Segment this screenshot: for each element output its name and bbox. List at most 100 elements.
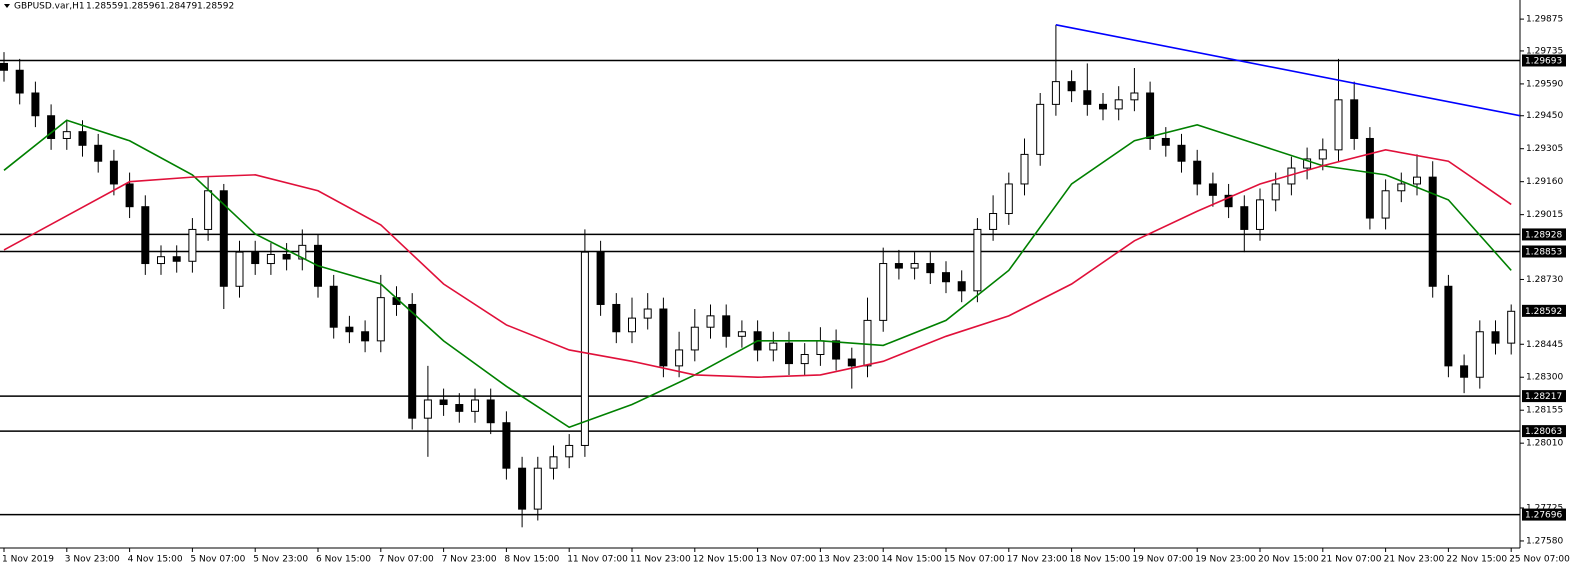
candle-body: [1208, 183, 1217, 196]
y-tick-label: 1.28300: [1526, 373, 1563, 383]
candle-body: [847, 358, 856, 367]
moving-average: [3, 119, 1512, 429]
x-tick-label: 22 Nov 15:00: [1446, 555, 1507, 565]
candle-body: [109, 160, 118, 185]
quote-value: 1.28596: [123, 2, 160, 12]
current-price-label: 1.28592: [1525, 307, 1562, 317]
y-tick-label: 1.27725: [1526, 503, 1563, 513]
candle-body: [659, 308, 668, 367]
x-tick-label: 19 Nov 23:00: [1195, 555, 1256, 565]
candle-body: [1381, 190, 1390, 219]
quote-value: 1.28559: [86, 2, 123, 12]
level-price-label: 1.28928: [1525, 230, 1562, 240]
candle-body: [0, 62, 8, 71]
candle-body: [455, 404, 464, 412]
candle-body: [1114, 99, 1123, 110]
candle-body: [1240, 206, 1249, 230]
candle-body: [78, 131, 87, 146]
candle-body: [706, 315, 715, 328]
candle-body: [1130, 92, 1139, 101]
candle-body: [1413, 176, 1421, 185]
candle-body: [894, 263, 903, 269]
candle-body: [439, 399, 448, 406]
candle-body: [157, 256, 165, 265]
x-tick-label: 7 Nov 07:00: [379, 555, 434, 565]
candle-body: [298, 244, 307, 260]
x-tick-label: 17 Nov 23:00: [1007, 555, 1068, 565]
candle-body: [204, 190, 213, 230]
candle-body: [800, 353, 809, 365]
candle-body: [957, 281, 966, 292]
candle-body: [1397, 183, 1406, 192]
x-tick-label: 1 Nov 2019: [2, 555, 54, 565]
level-price-label: 1.28063: [1525, 427, 1562, 437]
candle-body: [329, 285, 338, 328]
x-tick-label: 15 Nov 07:00: [944, 555, 1005, 565]
candle-body: [785, 342, 793, 365]
candle-body: [1350, 99, 1359, 139]
candle-body: [1491, 331, 1500, 344]
candle-body: [502, 422, 511, 469]
candle-body: [125, 183, 134, 208]
candle-body: [1083, 90, 1092, 105]
x-tick-label: 11 Nov 23:00: [630, 555, 691, 565]
symbol: GBPUSD.var,H1: [14, 2, 85, 12]
candle-body: [471, 399, 479, 412]
candle-body: [722, 315, 731, 337]
y-tick-label: 1.27580: [1526, 536, 1563, 546]
quote-value: 1.28592: [197, 2, 234, 12]
x-tick-label: 7 Nov 23:00: [442, 555, 497, 565]
level-price-label: 1.27696: [1525, 511, 1562, 521]
candle-body: [219, 190, 228, 287]
x-tick-label: 21 Nov 23:00: [1384, 555, 1445, 565]
candle-body: [1004, 183, 1013, 215]
x-tick-label: 3 Nov 23:00: [65, 555, 120, 565]
candle-body: [565, 444, 574, 458]
level-price-box: [1522, 228, 1566, 241]
candle-body: [1271, 183, 1280, 201]
x-tick-label: 25 Nov 07:00: [1509, 555, 1570, 565]
trendline: [1055, 24, 1520, 117]
level-price-label: 1.29693: [1525, 56, 1562, 66]
x-tick-label: 20 Nov 15:00: [1258, 555, 1319, 565]
candle-body: [141, 206, 150, 265]
candle-body: [989, 213, 998, 230]
candle-body: [282, 253, 291, 260]
candle-body: [863, 319, 872, 367]
level-price-label: 1.28853: [1525, 247, 1562, 257]
y-tick-label: 1.28730: [1526, 275, 1563, 285]
level-price-box: [1522, 390, 1566, 403]
candle-body: [1193, 160, 1202, 185]
candle-body: [235, 251, 244, 287]
y-tick-label: 1.29015: [1526, 210, 1563, 220]
candle-body: [94, 144, 103, 162]
candle-body: [769, 342, 778, 351]
candle-body: [675, 349, 684, 367]
candle-body: [879, 263, 888, 321]
x-tick-label: 18 Nov 15:00: [1070, 555, 1131, 565]
candle-body: [1051, 81, 1060, 105]
candle-body: [580, 251, 589, 446]
candle-body: [172, 256, 181, 262]
candle-body: [47, 115, 56, 139]
x-tick-label: 14 Nov 15:00: [881, 555, 942, 565]
x-tick-label: 8 Nov 15:00: [504, 555, 559, 565]
level-price-box: [1522, 245, 1566, 258]
candle-body: [1460, 365, 1469, 378]
candle-body: [1067, 81, 1076, 92]
candle-body: [15, 69, 24, 94]
x-tick-label: 13 Nov 23:00: [818, 555, 879, 565]
candle-body: [1036, 103, 1045, 155]
x-tick-label: 4 Nov 15:00: [128, 555, 183, 565]
candle-body: [643, 308, 652, 319]
candle-body: [1303, 158, 1312, 169]
candle-body: [266, 253, 275, 265]
candle-body: [942, 272, 950, 283]
candle-body: [408, 303, 417, 419]
candle-body: [376, 297, 385, 342]
x-tick-label: 21 Nov 07:00: [1321, 555, 1382, 565]
menu-arrow[interactable]: [4, 4, 10, 8]
level-price-box: [1522, 425, 1566, 438]
x-tick-label: 12 Nov 15:00: [693, 555, 754, 565]
